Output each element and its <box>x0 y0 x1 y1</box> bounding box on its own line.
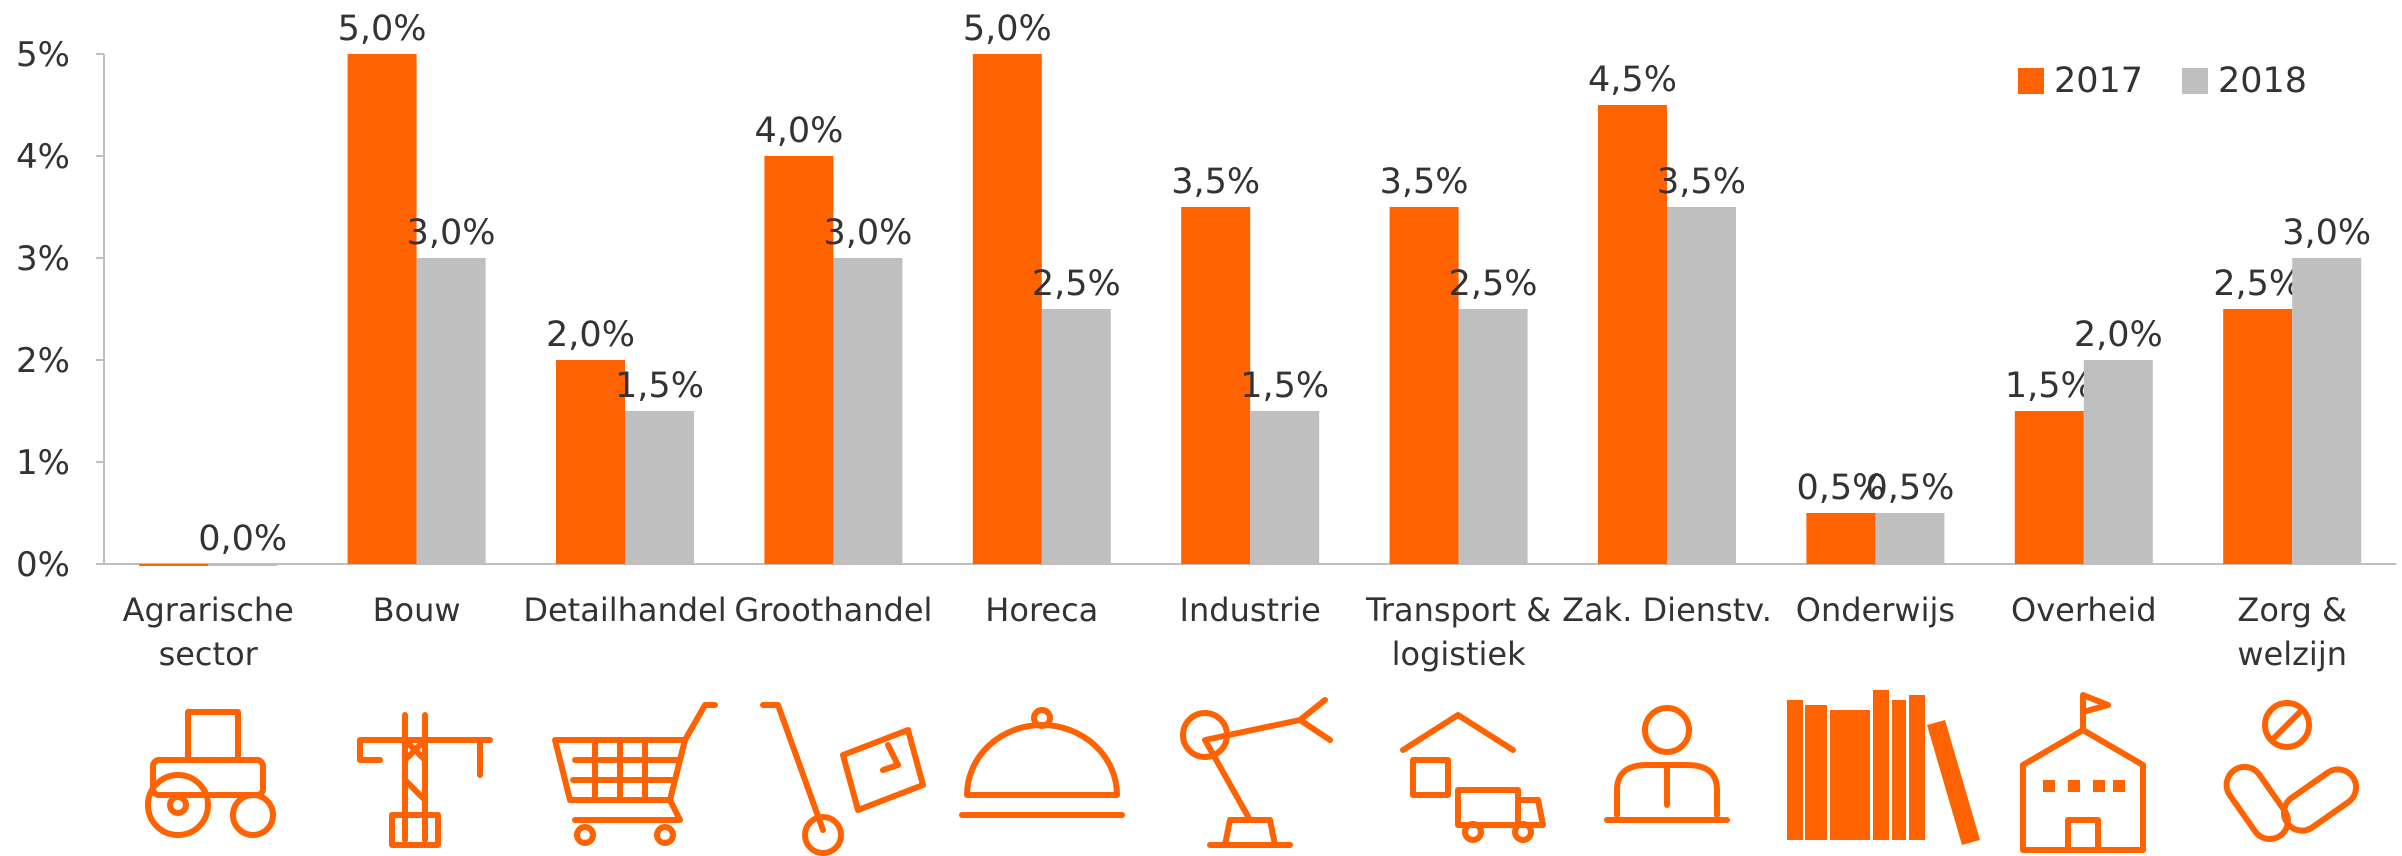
bar <box>1667 207 1736 564</box>
x-tick-label: Agrarische sector <box>122 591 294 673</box>
data-label: 5,0% <box>963 9 1052 49</box>
x-tick-label: Zak. Dienstv. <box>1562 591 1772 629</box>
data-label: 4,5% <box>1588 60 1677 100</box>
data-label: 3,5% <box>1657 162 1746 202</box>
icon-robot-arm <box>1180 697 1333 848</box>
bar <box>833 258 903 564</box>
bar <box>625 411 694 564</box>
bar <box>1806 513 1876 564</box>
bar <box>556 360 625 564</box>
data-label: 4,0% <box>754 111 843 151</box>
x-tick-label: Onderwijs <box>1795 591 1956 629</box>
x-tick-label: Bouw <box>372 591 461 629</box>
data-label: 3,0% <box>823 213 912 253</box>
icons <box>145 690 2360 856</box>
data-label: 5,0% <box>338 9 427 49</box>
bar <box>2292 258 2362 564</box>
bar <box>1250 411 1320 564</box>
legend-swatch <box>2018 68 2044 94</box>
y-tick-label: 5% <box>16 35 70 75</box>
bar <box>1598 105 1667 564</box>
data-label: 3,5% <box>1171 162 1260 202</box>
bar <box>416 258 486 564</box>
icon-crane <box>357 712 493 848</box>
icon-cloche <box>959 707 1125 818</box>
x-tick-label: Industrie <box>1179 591 1321 629</box>
icon-books <box>1787 690 1980 845</box>
data-label: 3,5% <box>1380 162 1469 202</box>
data-label: 3,0% <box>2282 213 2371 253</box>
bar <box>139 564 209 566</box>
y-tick-label: 3% <box>16 239 70 279</box>
icon-truck <box>1400 712 1546 843</box>
data-label: 0,5% <box>1865 468 1954 508</box>
x-tick-label: Transport & logistiek <box>1365 591 1552 673</box>
bar <box>208 564 278 566</box>
y-tick-label: 2% <box>16 341 70 381</box>
icon-building <box>2020 692 2146 853</box>
y-tick-label: 0% <box>16 545 70 585</box>
x-tick-label: Groothandel <box>734 591 933 629</box>
data-label: 2,5% <box>2213 264 2302 304</box>
legend-label: 2017 <box>2054 61 2143 101</box>
x-tick-label: Zorg & welzijn <box>2237 591 2347 673</box>
x-tick-label: Horeca <box>985 591 1099 629</box>
bar <box>1458 309 1528 564</box>
data-label: 1,5% <box>2005 366 2094 406</box>
bar <box>1181 207 1251 564</box>
bar <box>1041 309 1111 564</box>
data-label: 2,5% <box>1032 264 1121 304</box>
data-label: 2,0% <box>546 315 635 355</box>
bar <box>1875 513 1945 564</box>
bar <box>2014 411 2084 564</box>
data-label: 2,5% <box>1449 264 1538 304</box>
data-label: 0,5% <box>1796 468 1885 508</box>
bar <box>764 156 834 564</box>
data-label: 1,5% <box>1240 366 1329 406</box>
bar <box>347 54 417 564</box>
bar <box>1389 207 1459 564</box>
bar <box>972 54 1042 564</box>
bar <box>2083 360 2153 564</box>
icon-tractor <box>145 709 276 838</box>
icon-pills <box>2223 700 2360 842</box>
data-label: 0,0% <box>198 519 287 559</box>
icon-person <box>1604 705 1730 823</box>
icon-cart <box>552 702 718 846</box>
legend-label: 2018 <box>2218 61 2307 101</box>
data-label: 3,0% <box>407 213 496 253</box>
data-label: 1,5% <box>615 366 704 406</box>
y-tick-label: 1% <box>16 443 70 483</box>
data-label: 2,0% <box>2074 315 2163 355</box>
icon-hand-truck <box>760 702 926 856</box>
legend-swatch <box>2182 68 2208 94</box>
x-tick-label: Overheid <box>2011 591 2157 629</box>
bar <box>2223 309 2293 564</box>
y-tick-label: 4% <box>16 137 70 177</box>
x-tick-label: Detailhandel <box>523 591 727 629</box>
